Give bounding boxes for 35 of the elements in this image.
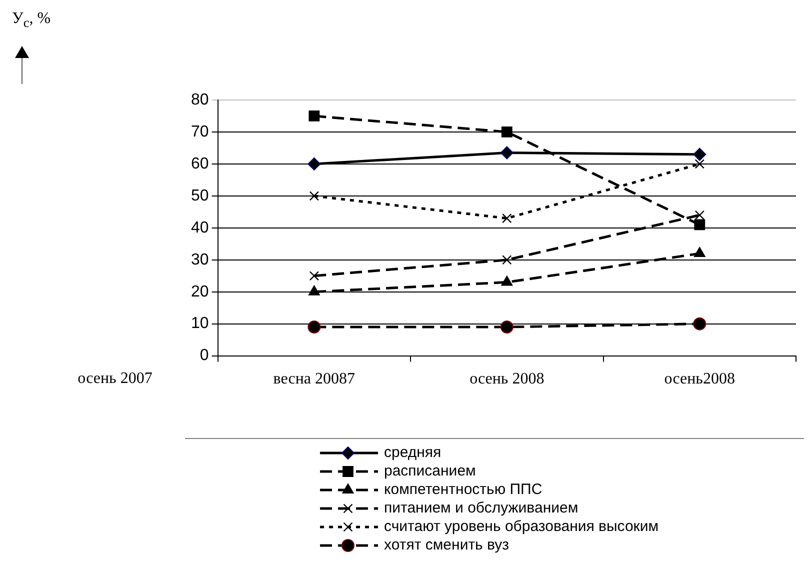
x-tick-label: весна 20087 xyxy=(273,370,356,388)
x-tick-label: осень 2008 xyxy=(470,370,544,388)
text: осень 2007 xyxy=(78,370,152,388)
point xyxy=(309,191,320,201)
point xyxy=(308,320,321,334)
y-tick-label: 70 xyxy=(191,123,209,140)
y-tick-label: 80 xyxy=(191,91,209,108)
legend-label: считают уровень образования высоким xyxy=(384,518,659,536)
legend-label: хотят сменить вуз xyxy=(384,536,510,554)
x-tick-label: осень2008 xyxy=(664,370,735,388)
y-tick-label: 10 xyxy=(191,315,209,332)
y-tick-label: 20 xyxy=(191,283,209,300)
point xyxy=(693,317,706,330)
point xyxy=(502,255,512,265)
point xyxy=(308,110,320,122)
point xyxy=(502,213,512,224)
y-tick-label: 60 xyxy=(191,155,209,172)
point xyxy=(500,320,514,334)
point xyxy=(694,219,706,230)
point xyxy=(500,146,514,160)
y-tick-label: 30 xyxy=(191,251,209,268)
legend-label: средняя xyxy=(384,444,442,462)
y-tick-label: 50 xyxy=(191,187,209,204)
point xyxy=(694,159,704,169)
y-tick-label: 40 xyxy=(191,219,209,236)
point xyxy=(694,210,704,220)
point xyxy=(308,157,321,170)
legend-label: питанием и обслуживанием xyxy=(384,500,578,517)
legend-label: компетентностью ППС xyxy=(384,481,542,498)
point xyxy=(501,126,512,138)
point xyxy=(309,271,320,281)
point xyxy=(693,148,706,161)
legend-label: расписанием xyxy=(384,462,476,480)
y-tick-label: 0 xyxy=(200,347,209,364)
text: У$_{с}$, % xyxy=(12,10,51,32)
